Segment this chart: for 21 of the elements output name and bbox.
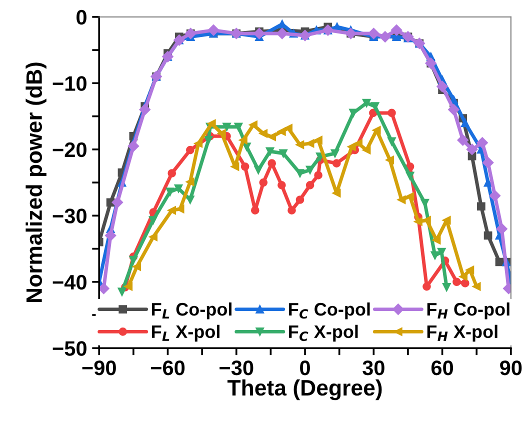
y-tick-label: −30 [52, 208, 86, 224]
x-tick-label: −90 [82, 360, 116, 376]
legend-label: F$_{C}$ Co-pol [289, 302, 370, 320]
y-tick-label: −50 [52, 341, 86, 356]
y-tick-label: −10 [52, 76, 86, 91]
y-tick-label: −40 [52, 274, 86, 290]
legend-label: F$_{C}$ X-pol [289, 324, 358, 342]
x-tick-label: 90 [500, 360, 522, 376]
legend-label: F$_{H}$ X-pol [427, 324, 498, 342]
y-tick-label: 0 [76, 10, 86, 25]
x-tick-label: 0 [300, 360, 310, 376]
y-axis-title: Normalized power (dB) [26, 62, 46, 302]
x-tick-label: −30 [220, 360, 254, 376]
x-axis-title: Theta (Degree) [227, 379, 382, 400]
x-tick-label: 60 [431, 360, 454, 376]
x-tick-label: −60 [150, 360, 185, 376]
legend-label: F$_{L}$ Co-pol [152, 302, 232, 320]
legend-label: F$_{H}$ Co-pol [427, 302, 510, 320]
x-tick-label: 30 [362, 360, 384, 376]
legend-label: F$_{L}$ X-pol [152, 324, 220, 342]
y-tick-label: −20 [52, 142, 86, 158]
